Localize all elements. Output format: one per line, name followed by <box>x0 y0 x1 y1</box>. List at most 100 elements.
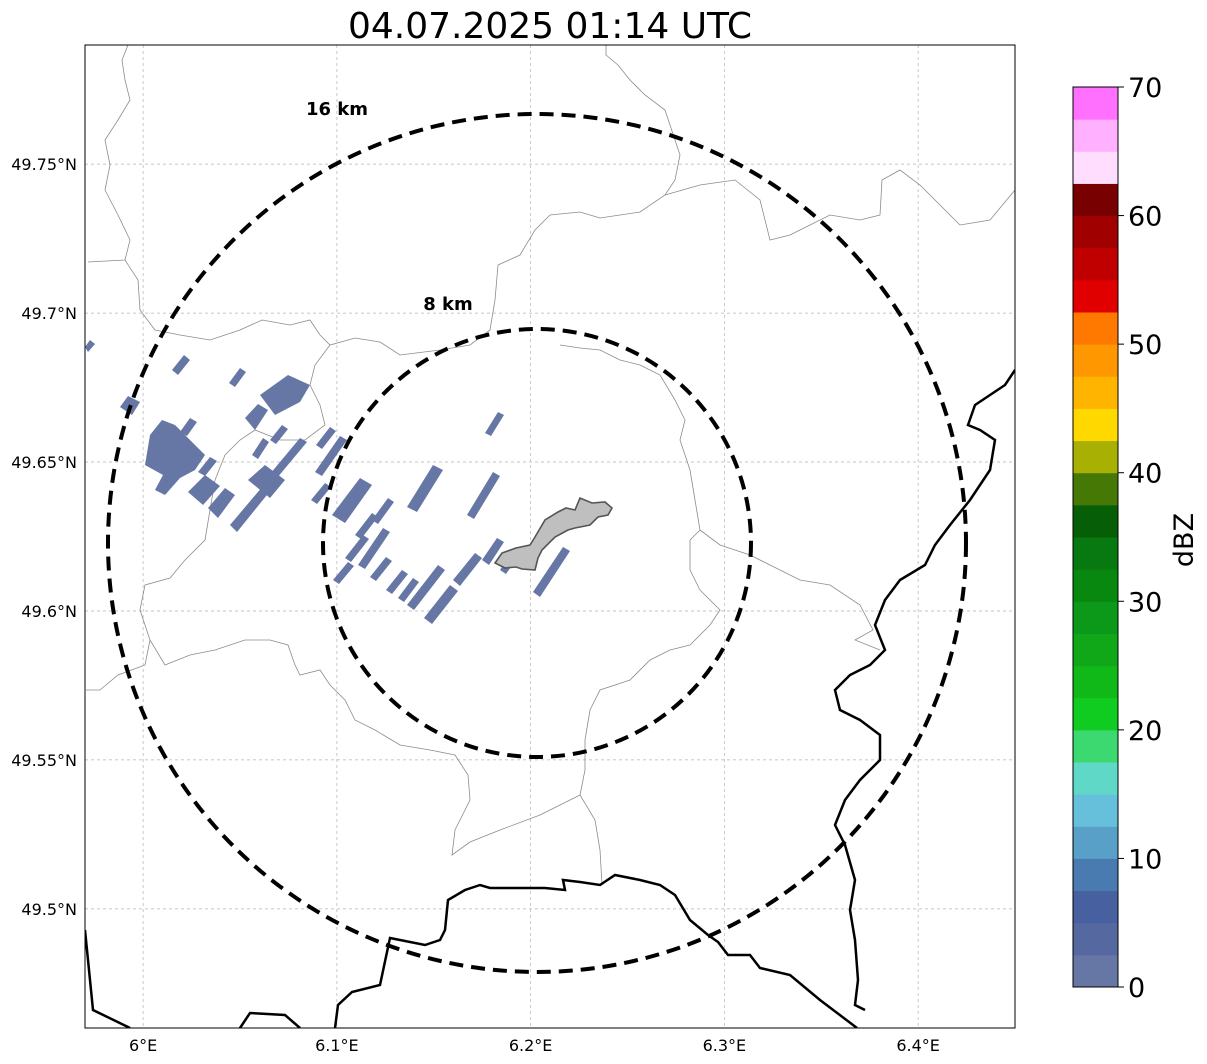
lat-tick-label: 49.5°N <box>21 900 77 919</box>
lat-tick-label: 49.75°N <box>11 155 77 174</box>
radar-echo <box>482 538 504 565</box>
radar-echo <box>345 535 369 562</box>
radar-echo <box>453 553 482 586</box>
radar-echo <box>252 438 269 459</box>
colorbar-tick-label: 10 <box>1128 844 1162 875</box>
gridlines <box>85 45 1015 1028</box>
colorbar-band <box>1073 665 1118 699</box>
radar-echo <box>407 465 443 512</box>
radar-echo <box>316 427 336 449</box>
colorbar-tick-label: 0 <box>1128 973 1145 1004</box>
colorbar-label: dBZ <box>1169 513 1200 567</box>
radar-echo <box>198 457 217 476</box>
colorbar-tick-label: 40 <box>1128 459 1162 490</box>
admin-boundary <box>149 639 603 886</box>
colorbar-band <box>1073 247 1118 281</box>
colorbar-band <box>1073 312 1118 345</box>
radar-echo <box>358 528 390 569</box>
lon-tick-label: 6.4°E <box>896 1036 940 1055</box>
latitude-ticks: 49.75°N 49.7°N 49.65°N 49.6°N 49.55°N 49.5°N <box>11 155 77 919</box>
colorbar-band <box>1073 633 1118 667</box>
colorbar-tick-label: 20 <box>1128 716 1162 747</box>
longitude-ticks: 6°E 6.1°E 6.2°E 6.3°E 6.4°E <box>129 1036 940 1055</box>
colorbar-band <box>1073 215 1118 249</box>
admin-boundaries <box>86 45 1015 886</box>
radar-echo <box>260 375 310 415</box>
range-ring-16km <box>106 112 968 974</box>
admin-boundary <box>86 344 331 691</box>
colorbar-tick-label: 70 <box>1128 73 1162 104</box>
map-content <box>85 45 1015 1028</box>
colorbar-bands <box>1073 87 1118 988</box>
ring-label-8km: 8 km <box>423 294 473 315</box>
radar-echo <box>332 478 372 523</box>
radar-echo <box>245 404 268 430</box>
ring-label-16km: 16 km <box>306 99 368 120</box>
colorbar-band <box>1073 537 1118 570</box>
radar-echo <box>270 425 288 444</box>
colorbar-band <box>1073 601 1118 634</box>
admin-boundary <box>559 344 721 796</box>
radar-echo <box>424 585 458 624</box>
colorbar-band <box>1073 344 1118 377</box>
colorbar-band <box>1073 472 1118 506</box>
colorbar-band <box>1073 954 1118 988</box>
radar-echo <box>485 412 504 436</box>
admin-boundary <box>699 529 881 651</box>
radar-echo <box>145 420 205 495</box>
radar-echo <box>372 498 394 524</box>
colorbar-band <box>1073 762 1118 795</box>
admin-boundary <box>124 45 681 356</box>
colorbar-band <box>1073 922 1118 956</box>
radar-echo <box>333 562 354 584</box>
colorbar-band <box>1073 183 1118 217</box>
colorbar-tick-label: 30 <box>1128 587 1162 618</box>
lat-tick-label: 49.7°N <box>21 304 77 323</box>
colorbar-tick-label: 50 <box>1128 330 1162 361</box>
radar-echo <box>370 557 392 581</box>
radar-echo <box>229 368 246 387</box>
radar-echo <box>386 570 408 594</box>
radar-echo <box>265 438 307 484</box>
admin-boundary <box>664 169 1015 241</box>
lon-tick-label: 6.2°E <box>509 1036 553 1055</box>
national-border <box>85 929 131 1028</box>
radar-echo <box>172 355 190 375</box>
map-frame <box>84 44 1016 1029</box>
lat-tick-label: 49.6°N <box>21 602 77 621</box>
lat-tick-label: 49.55°N <box>11 751 77 770</box>
colorbar-band <box>1073 794 1118 827</box>
colorbar-band <box>1073 858 1118 892</box>
colorbar-band <box>1073 279 1118 313</box>
colorbar-band <box>1073 376 1118 409</box>
radar-echo <box>533 547 570 597</box>
lon-tick-label: 6°E <box>129 1036 157 1055</box>
colorbar-band <box>1073 826 1118 859</box>
country-borders <box>85 369 1015 1028</box>
radar-echo <box>467 472 500 519</box>
colorbar-band <box>1073 151 1118 184</box>
colorbar: 0 10 20 30 40 50 60 70 dBZ <box>1072 73 1200 1004</box>
radar-echoes <box>85 340 570 624</box>
colorbar-band <box>1073 119 1118 152</box>
radar-echo <box>230 480 275 532</box>
radar-echo <box>315 436 347 476</box>
colorbar-frame <box>1072 86 1119 988</box>
radar-echo <box>407 565 445 610</box>
city-area <box>493 496 614 571</box>
colorbar-band <box>1073 697 1118 731</box>
radar-echo <box>188 475 220 505</box>
radar-echo <box>311 483 331 504</box>
colorbar-band <box>1073 440 1118 474</box>
range-ring-8km <box>321 327 753 759</box>
lat-tick-label: 49.65°N <box>11 453 77 472</box>
colorbar-band <box>1073 408 1118 442</box>
admin-boundary <box>87 45 131 263</box>
radar-echo <box>355 513 378 539</box>
national-border <box>833 369 1015 1012</box>
colorbar-band <box>1073 729 1118 763</box>
figure-title: 04.07.2025 01:14 UTC <box>348 6 752 47</box>
lon-tick-label: 6.3°E <box>703 1036 747 1055</box>
radar-echo <box>85 340 95 352</box>
